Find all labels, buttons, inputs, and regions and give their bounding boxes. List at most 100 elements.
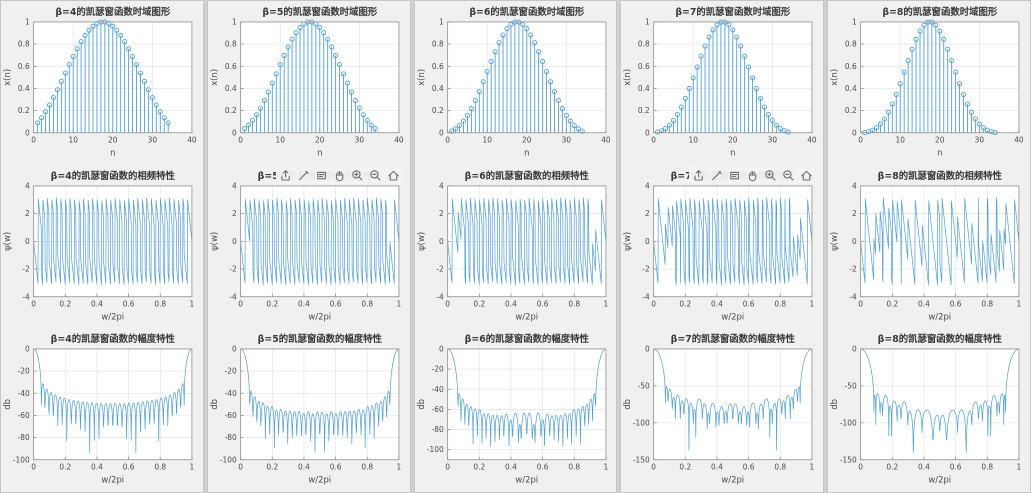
svg-text:40: 40: [1014, 136, 1024, 145]
time-plot-beta-7[interactable]: 0 10 20 30 40 0 0.2 0.4 0.6 0.8 1 β=7的凯瑟窗函数时域图形 n x(n…: [621, 1, 823, 165]
magnitude-plot-beta-4[interactable]: 0 0.2 0.4 0.6 0.8 1 0 -20 -40 -60 -80 -100 β=4的凯瑟窗函数…: [1, 328, 203, 492]
svg-text:0.8: 0.8: [568, 299, 580, 308]
svg-text:-60: -60: [18, 411, 30, 420]
y-axis-label: ψ(w): [622, 231, 632, 250]
svg-text:0.2: 0.2: [887, 299, 899, 308]
x-axis-tick-labels: 0 10 20 30 40: [238, 136, 404, 145]
svg-text:0.2: 0.2: [266, 463, 278, 472]
svg-text:-80: -80: [431, 425, 443, 434]
svg-text:0.4: 0.4: [918, 463, 930, 472]
plot-title: β=4的凯瑟窗函数时域图形: [55, 6, 170, 18]
svg-text:0.6: 0.6: [432, 62, 444, 71]
svg-text:0.8: 0.8: [845, 40, 857, 49]
restore-view-icon[interactable]: [386, 168, 401, 183]
figure-window-beta-7: 0 10 20 30 40 0 0.2 0.4 0.6 0.8 1 β=7的凯瑟窗函数时域图形 n x(n…: [620, 0, 825, 493]
svg-text:0.2: 0.2: [59, 463, 71, 472]
zoom-in-icon[interactable]: [350, 168, 365, 183]
svg-text:0.2: 0.2: [59, 299, 71, 308]
svg-text:-2: -2: [229, 264, 236, 273]
svg-text:-60: -60: [224, 411, 236, 420]
y-axis-label: ψ(w): [416, 231, 426, 250]
svg-text:0.8: 0.8: [775, 299, 787, 308]
svg-text:0.2: 0.2: [473, 299, 485, 308]
time-plot-beta-8[interactable]: 0 10 20 30 40 0 0.2 0.4 0.6 0.8 1 β=8的凯瑟窗函数时域图形 n x(n…: [828, 1, 1030, 165]
export-icon[interactable]: [691, 168, 706, 183]
x-axis-tick-labels: 0 0.2 0.4 0.6 0.8 1: [652, 463, 815, 472]
svg-text:0.4: 0.4: [711, 299, 723, 308]
svg-text:0.2: 0.2: [18, 106, 30, 115]
pan-icon[interactable]: [745, 168, 760, 183]
magnitude-plot-beta-6[interactable]: 0 0.2 0.4 0.6 0.8 1 0 -20 -40 -60 -80 -100 β=6的凯瑟窗函数…: [415, 328, 617, 492]
phase-plot-beta-4[interactable]: 0 0.2 0.4 0.6 0.8 1 -4 -2 0 2 4 β=4的凯瑟窗函数的相频特性 w/2pi…: [1, 165, 203, 329]
plot-title: β=4的凯瑟窗函数的幅度特性: [51, 333, 176, 345]
svg-text:0.6: 0.6: [225, 62, 237, 71]
plot-title: β=4的凯瑟窗函数的相频特性: [51, 170, 176, 182]
svg-text:-40: -40: [431, 385, 443, 394]
x-axis-label: w/2pi: [308, 475, 331, 485]
phase-plot-beta-7[interactable]: 00.20.40.60.81-4-2024β=7的凯瑟窗函数的相频特性w/2pi…: [621, 165, 823, 329]
svg-text:10: 10: [68, 136, 78, 145]
svg-text:30: 30: [975, 136, 985, 145]
pan-icon[interactable]: [332, 168, 347, 183]
phase-subplot-beta-8: 0 0.2 0.4 0.6 0.8 1 -4 -2 0 2 4 β=8的凯瑟窗函数的相频特性 w/2pi…: [828, 165, 1030, 329]
x-axis-tick-labels: 0 0.2 0.4 0.6 0.8 1: [445, 299, 608, 308]
axes-toolbar: [275, 166, 403, 184]
zoom-out-icon[interactable]: [368, 168, 383, 183]
phase-plot-beta-8[interactable]: 0 0.2 0.4 0.6 0.8 1 -4 -2 0 2 4 β=8的凯瑟窗函数的相频特性 w/2pi…: [828, 165, 1030, 329]
restore-view-icon[interactable]: [799, 168, 814, 183]
svg-text:-2: -2: [436, 264, 443, 273]
svg-text:0: 0: [852, 345, 857, 354]
plot-title: β=8的凯瑟窗函数的相频特性: [878, 170, 1003, 182]
x-axis-tick-labels: 0 0.2 0.4 0.6 0.8 1: [238, 463, 401, 472]
svg-text:20: 20: [935, 136, 945, 145]
zoom-in-icon[interactable]: [763, 168, 778, 183]
svg-text:0.8: 0.8: [982, 463, 994, 472]
magnitude-plot-beta-7[interactable]: 0 0.2 0.4 0.6 0.8 1 0 -50 -100 -150 β=7的凯瑟窗函数的幅度特性…: [621, 328, 823, 492]
phase-plot-beta-5[interactable]: 00.20.40.60.81-4-2024β=5的凯瑟窗函数的相频特性w/2pi…: [208, 165, 410, 329]
y-axis-tick-labels: -4 -2 0 2 4: [436, 181, 444, 301]
time-subplot-beta-7: 0 10 20 30 40 0 0.2 0.4 0.6 0.8 1 β=7的凯瑟窗函数时域图形 n x(n…: [621, 1, 823, 165]
svg-text:2: 2: [25, 209, 30, 218]
zoom-out-icon[interactable]: [781, 168, 796, 183]
x-axis-tick-labels: 0 0.2 0.4 0.6 0.8 1: [238, 299, 401, 308]
brush-icon[interactable]: [296, 168, 311, 183]
svg-text:-20: -20: [18, 367, 30, 376]
tick-marks: [653, 348, 813, 461]
magnitude-plot-beta-5[interactable]: 0 0.2 0.4 0.6 0.8 1 0 -20 -40 -60 -80 -100 β=5的凯瑟窗函数…: [208, 328, 410, 492]
y-axis-label: x(n): [2, 69, 12, 86]
svg-text:1: 1: [1017, 299, 1022, 308]
phase-plot-beta-6[interactable]: 0 0.2 0.4 0.6 0.8 1 -4 -2 0 2 4 β=6的凯瑟窗函数的相频特性 w/2pi…: [415, 165, 617, 329]
plot-title: β=6的凯瑟窗函数时域图形: [469, 6, 584, 18]
svg-text:0: 0: [852, 128, 857, 137]
svg-text:2: 2: [439, 209, 444, 218]
svg-text:0.6: 0.6: [845, 62, 857, 71]
svg-text:-100: -100: [426, 446, 443, 455]
svg-text:0.6: 0.6: [330, 463, 342, 472]
phase-series: [654, 197, 813, 285]
y-axis-tick-labels: 0 0.2 0.4 0.6 0.8 1: [638, 18, 650, 138]
svg-text:0.2: 0.2: [845, 106, 857, 115]
tick-marks: [446, 348, 606, 461]
time-plot-beta-6[interactable]: 0 10 20 30 40 0 0.2 0.4 0.6 0.8 1 β=6的凯瑟窗函数时域图形 n x(n…: [415, 1, 617, 165]
svg-text:1: 1: [852, 18, 857, 27]
phase-series: [860, 197, 1020, 285]
svg-text:20: 20: [108, 136, 118, 145]
magnitude-plot-beta-8[interactable]: 0 0.2 0.4 0.6 0.8 1 0 -50 -100 -150 β=8的凯瑟窗函数的幅度特性…: [828, 328, 1030, 492]
time-plot-beta-5[interactable]: 0 10 20 30 40 0 0.2 0.4 0.6 0.8 1 β=5的凯瑟窗函数时域图形 n x(n…: [208, 1, 410, 165]
datatips-icon[interactable]: [727, 168, 742, 183]
datatips-icon[interactable]: [314, 168, 329, 183]
plot-title: β=6的凯瑟窗函数的相频特性: [464, 170, 589, 182]
plot-title: β=5的凯瑟窗函数的幅度特性: [257, 333, 382, 345]
brush-icon[interactable]: [709, 168, 724, 183]
svg-text:0: 0: [25, 128, 30, 137]
svg-text:0.8: 0.8: [982, 299, 994, 308]
y-axis-label: db: [209, 399, 219, 410]
grid: [33, 349, 192, 461]
svg-text:40: 40: [187, 136, 197, 145]
svg-text:-60: -60: [431, 405, 443, 414]
stem-series: [448, 19, 585, 134]
export-icon[interactable]: [278, 168, 293, 183]
svg-text:1: 1: [810, 299, 815, 308]
time-plot-beta-4[interactable]: 0 10 20 30 40 0 0.2 0.4 0.6 0.8 1 β=4的凯瑟窗函数时域图形 n x(n…: [1, 1, 203, 165]
svg-text:30: 30: [148, 136, 158, 145]
